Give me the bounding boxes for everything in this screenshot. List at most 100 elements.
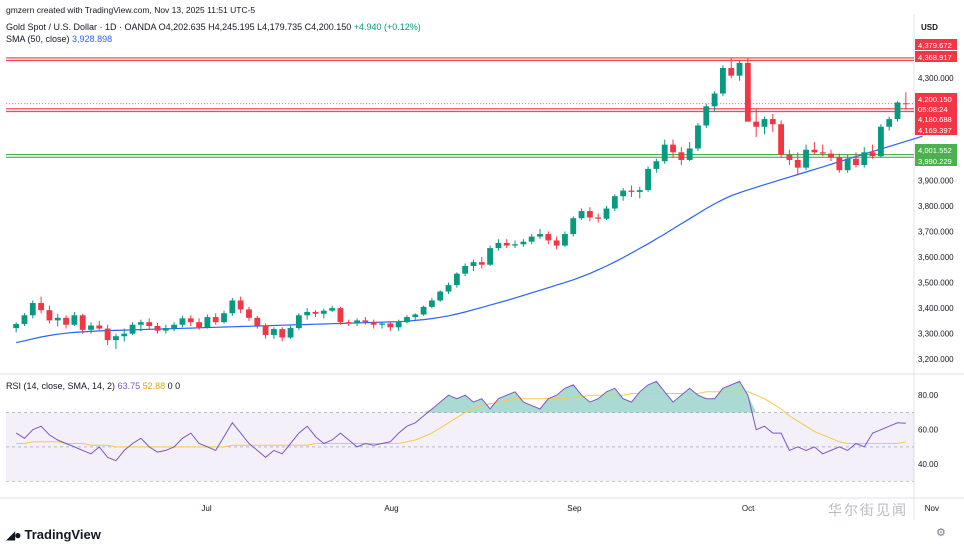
candle <box>761 116 768 135</box>
candle-body <box>71 315 78 325</box>
candle-body <box>861 152 868 166</box>
candle-body <box>88 325 94 330</box>
candle-body <box>853 158 859 166</box>
candle-body <box>520 241 527 245</box>
candle-body <box>237 300 244 310</box>
candle-body <box>246 309 252 318</box>
candle-body <box>354 320 360 324</box>
candle-body <box>204 317 211 328</box>
candle-body <box>221 313 227 323</box>
candle <box>703 103 710 129</box>
candle-body <box>611 196 618 209</box>
candle-body <box>620 190 627 197</box>
candle <box>553 236 560 250</box>
candle-body <box>229 300 236 314</box>
candle <box>404 315 410 324</box>
candle-body <box>487 248 494 265</box>
rsi-header[interactable]: RSI (14, close, SMA, 14, 2) 63.75 52.88 … <box>6 381 180 391</box>
candle <box>395 319 402 332</box>
candle-body <box>171 324 178 329</box>
candle <box>362 317 369 325</box>
candle <box>29 300 36 319</box>
level-zone <box>6 57 914 61</box>
candle-body <box>803 149 809 168</box>
candle <box>520 239 527 247</box>
candle <box>121 328 128 342</box>
candle <box>304 308 311 320</box>
currency-label[interactable]: USD <box>921 23 938 32</box>
candle-body <box>187 318 194 323</box>
candle <box>794 152 801 176</box>
gear-icon[interactable]: ⚙ <box>936 527 946 539</box>
sma-header[interactable]: SMA (50, close) 3,928.898 <box>6 34 112 44</box>
candle <box>603 205 610 220</box>
candle-body <box>387 323 394 328</box>
candle-body <box>886 119 893 127</box>
candle <box>711 90 718 112</box>
candle <box>636 186 643 199</box>
price-tick-label: 3,800.000 <box>918 202 954 211</box>
candle-body <box>578 211 585 219</box>
candle <box>453 272 460 288</box>
tradingview-brand[interactable]: ◢● TradingView <box>6 527 101 542</box>
candle-body <box>869 152 876 157</box>
rsi-tick-label: 80.00 <box>918 391 939 400</box>
price-label-box <box>915 155 957 166</box>
price-label-box <box>915 103 957 114</box>
candle <box>379 321 385 329</box>
candle <box>537 228 543 240</box>
price-label: 4,169.397 <box>918 126 952 135</box>
rsi-sma-value: 52.88 <box>142 381 166 391</box>
candle-body <box>337 308 344 323</box>
candle-body <box>379 323 385 325</box>
candle-body <box>96 325 103 329</box>
candle-body <box>819 152 826 154</box>
candle <box>670 139 676 158</box>
candle <box>695 122 701 152</box>
candle <box>512 240 518 249</box>
candle <box>262 323 269 339</box>
watermark: 华尔街见闻 <box>828 502 908 518</box>
price-label-box <box>915 51 957 62</box>
candle <box>678 147 685 166</box>
candle <box>869 144 876 159</box>
time-tick-label: Sep <box>567 504 582 513</box>
candle-body <box>462 265 469 274</box>
price-label: 4,368.917 <box>918 53 952 62</box>
candle-body <box>113 336 119 341</box>
candle-body <box>437 291 444 301</box>
candle-body <box>29 303 36 316</box>
candle <box>661 139 668 164</box>
candle-body <box>570 218 577 235</box>
candle-body <box>362 320 369 323</box>
candle <box>237 296 244 314</box>
candle <box>46 305 53 324</box>
candle-body <box>428 300 435 307</box>
candle <box>54 313 61 327</box>
rsi-line <box>15 380 906 462</box>
candle-body <box>320 310 327 314</box>
candle <box>71 311 78 327</box>
candle-body <box>179 318 186 325</box>
ohlc-values: O4,202.635 H4,245.195 L4,179.735 C4,200.… <box>158 22 352 32</box>
candle-body <box>603 208 610 219</box>
rsi-extra: 0 0 <box>167 381 181 391</box>
brand-text: TradingView <box>24 527 101 542</box>
candle <box>320 308 327 319</box>
candle <box>595 213 602 223</box>
candle <box>162 324 169 334</box>
price-tick-label: 3,400.000 <box>918 304 954 313</box>
candle <box>146 318 153 330</box>
candle-body <box>553 240 560 246</box>
candle <box>478 257 485 269</box>
candle <box>420 305 427 316</box>
candle <box>720 65 726 97</box>
symbol-name[interactable]: Gold Spot / U.S. Dollar · 1D · OANDA <box>6 22 157 32</box>
candle-body <box>653 161 660 169</box>
candle-body <box>828 153 834 158</box>
candle <box>902 92 909 109</box>
candle <box>96 320 103 330</box>
time-tick-label: Jul <box>201 504 211 513</box>
candle <box>894 101 901 122</box>
price-tick-label: 3,200.000 <box>918 355 954 364</box>
